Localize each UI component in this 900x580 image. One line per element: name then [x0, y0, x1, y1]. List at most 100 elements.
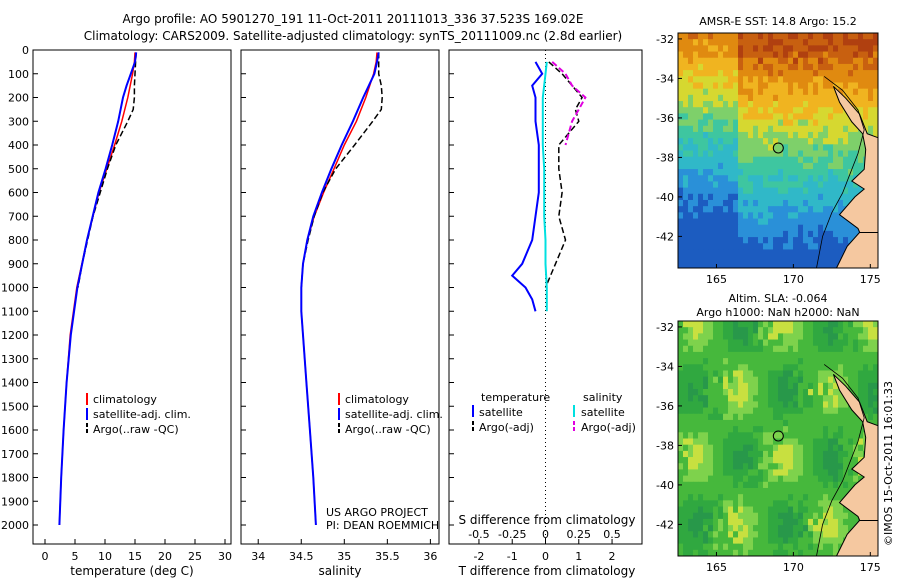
map-cell — [703, 407, 709, 415]
map-cell — [738, 175, 744, 182]
map-cell — [733, 481, 739, 489]
map-cell — [733, 57, 739, 65]
map-cell — [843, 376, 849, 384]
map-cell — [778, 70, 784, 77]
map-cell — [783, 469, 789, 476]
map-cell — [778, 413, 784, 421]
map-cell — [838, 113, 844, 120]
map-cell — [753, 389, 759, 396]
map-cell — [833, 125, 839, 133]
map-cell — [868, 51, 874, 59]
map-cell — [748, 426, 754, 433]
map-cell — [683, 407, 689, 415]
map-cell — [688, 512, 694, 520]
map-cell — [738, 45, 744, 52]
map-cell — [838, 249, 844, 257]
map-cell — [703, 63, 709, 71]
map-cell — [843, 45, 849, 52]
map-cell — [713, 162, 719, 170]
map-cell — [833, 339, 839, 347]
satellite-line — [300, 52, 380, 526]
map-cell — [718, 487, 724, 495]
map-cell — [723, 333, 729, 340]
map-cell — [683, 327, 689, 334]
map-cell — [723, 237, 729, 244]
map-cell — [833, 82, 839, 90]
map-cell — [763, 401, 769, 408]
map-cell — [793, 249, 799, 257]
map-cell — [763, 419, 769, 427]
map-cell — [738, 162, 744, 170]
map-cell — [853, 327, 859, 334]
map-cell — [848, 193, 854, 201]
map-cell — [763, 345, 769, 353]
map-cell — [728, 444, 734, 452]
map-cell — [703, 138, 709, 145]
map-cell — [703, 450, 709, 458]
map-cell — [748, 138, 754, 145]
map-cell — [783, 512, 789, 520]
map-cell — [823, 481, 829, 489]
map-cell — [688, 94, 694, 102]
map-cell — [868, 389, 874, 396]
map-cell — [693, 543, 699, 551]
map-cell — [678, 119, 684, 127]
map-cell — [768, 144, 774, 151]
y-tick-label: -32 — [656, 33, 674, 46]
map-cell — [768, 261, 774, 269]
map-cell — [868, 333, 874, 340]
map-cell — [863, 88, 869, 96]
map-cell — [743, 525, 749, 532]
map-cell — [858, 76, 864, 83]
map-cell — [823, 125, 829, 133]
map-cell — [833, 162, 839, 170]
map-cell — [773, 169, 779, 176]
map-cell — [713, 261, 719, 269]
map-cell — [683, 243, 689, 250]
map-cell — [703, 327, 709, 334]
map-cell — [823, 175, 829, 182]
map-cell — [683, 358, 689, 365]
map-cell — [768, 45, 774, 52]
map-cell — [763, 321, 769, 328]
map-cell — [753, 487, 759, 495]
climatology-line — [58, 52, 136, 526]
map-cell — [763, 88, 769, 96]
map-cell — [818, 463, 824, 470]
map-cell — [768, 339, 774, 347]
map-cell — [743, 187, 749, 195]
map-cell — [693, 512, 699, 520]
map-cell — [763, 156, 769, 164]
map-cell — [723, 224, 729, 232]
map-cell — [683, 531, 689, 538]
map-cell — [818, 76, 824, 83]
map-cell — [853, 70, 859, 77]
map-cell — [848, 327, 854, 334]
map-cell — [713, 125, 719, 133]
map-cell — [833, 101, 839, 108]
map-cell — [808, 63, 814, 71]
map-cell — [713, 101, 719, 108]
map-cell — [863, 370, 869, 378]
map-cell — [768, 450, 774, 458]
map-cell — [803, 119, 809, 127]
map-cell — [873, 327, 879, 334]
map-cell — [758, 469, 764, 476]
map-cell — [723, 537, 729, 545]
map-cell — [753, 463, 759, 470]
y-tick-label: -42 — [656, 518, 674, 531]
map-cell — [783, 395, 789, 402]
map-cell — [853, 57, 859, 65]
map-cell — [763, 119, 769, 127]
map-cell — [783, 206, 789, 213]
map-cell — [723, 358, 729, 365]
map-cell — [803, 321, 809, 328]
map-cell — [798, 351, 804, 359]
map-cell — [713, 144, 719, 151]
map-cell — [723, 261, 729, 269]
map-cell — [798, 101, 804, 108]
map-cell — [833, 327, 839, 334]
x2-tick-label: -0.5 — [468, 528, 489, 541]
map-cell — [788, 432, 794, 439]
map-cell — [808, 463, 814, 470]
